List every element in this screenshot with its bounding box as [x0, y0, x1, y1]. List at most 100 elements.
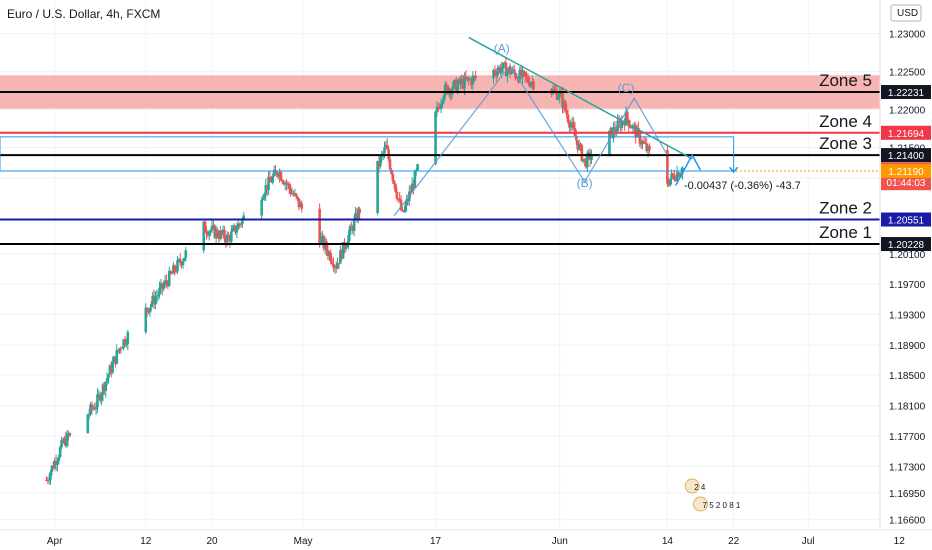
price-badge-countdown: 01:44:03: [887, 178, 926, 189]
candle-body: [101, 384, 105, 395]
candle-body: [158, 287, 161, 295]
candle-body: [263, 194, 266, 198]
candle-body: [161, 283, 164, 289]
event-flag-icon: [693, 496, 709, 512]
candle-body: [180, 262, 183, 266]
candle-body: [328, 252, 331, 257]
candle-body: [205, 231, 208, 234]
candle-body: [609, 127, 613, 131]
y-tick-label: 1.18900: [889, 341, 926, 352]
x-tick-label: Jul: [802, 536, 815, 547]
candle-body: [671, 173, 675, 176]
candle-body: [394, 183, 397, 192]
candle-body: [98, 394, 102, 401]
candle-body: [617, 120, 621, 122]
price-badge: [881, 212, 931, 227]
candle-body: [471, 76, 475, 85]
x-tick-label: 22: [728, 536, 740, 547]
candle-body: [568, 122, 571, 128]
candle-body: [209, 230, 212, 232]
price-badge-value: 1.21400: [888, 151, 925, 162]
event-markers[interactable]: 2 4 7 5 2 0 8 1: [684, 478, 741, 512]
candle-body: [443, 84, 447, 96]
candle-body: [384, 144, 388, 148]
candle-body: [49, 472, 52, 480]
zone-label: Zone 4: [819, 112, 872, 131]
candle-body: [675, 172, 679, 181]
candle-body: [347, 234, 350, 245]
candle-body: [634, 125, 637, 138]
candle-body: [63, 438, 66, 443]
candle-body: [183, 257, 186, 261]
wave-label: (C): [618, 81, 635, 95]
candle-body: [292, 193, 295, 196]
candle-body: [231, 227, 234, 232]
candle-body: [122, 339, 125, 348]
candle-body: [52, 465, 55, 469]
candle-body: [174, 271, 178, 273]
x-tick-label: Jun: [552, 536, 568, 547]
price-badge: [881, 164, 931, 179]
trendline: [468, 36, 693, 160]
candle-body: [461, 79, 465, 89]
candle-body: [202, 221, 206, 251]
candle-body: [632, 125, 636, 127]
candle-body: [628, 126, 632, 128]
candle-body: [169, 271, 172, 274]
candle-body: [148, 307, 152, 313]
candle-body: [566, 114, 570, 123]
candle-body: [230, 231, 233, 242]
candle-body: [216, 229, 219, 237]
y-tick-label: 1.23000: [889, 30, 926, 41]
candle-body: [223, 229, 226, 239]
candle-body: [213, 225, 217, 238]
candle-body: [214, 229, 218, 238]
candle-body: [115, 350, 119, 364]
price-axis[interactable]: 1.230001.225001.220001.215001.211001.201…: [879, 0, 932, 550]
candle-body: [644, 142, 647, 144]
candle-body: [565, 110, 568, 115]
candle-body: [228, 237, 232, 242]
candle-body: [453, 79, 457, 82]
candle-body: [297, 198, 301, 208]
candle-body: [403, 205, 407, 212]
candle-body: [326, 250, 330, 257]
candle-body: [376, 160, 379, 214]
candle-body: [526, 76, 530, 82]
candle-body: [145, 307, 149, 311]
y-tick-label: 1.17300: [889, 462, 926, 473]
candle-body: [515, 77, 519, 79]
candle-body: [57, 456, 61, 461]
candle-body: [165, 280, 168, 283]
symbol-title: Euro / U.S. Dollar, 4h, FXCM: [7, 7, 161, 21]
candle-body: [100, 394, 103, 401]
candle-body: [279, 172, 283, 181]
candle-body: [587, 152, 591, 154]
candle-body: [270, 180, 273, 183]
candle-body: [178, 259, 182, 263]
candle-body: [125, 343, 128, 345]
candle-body: [299, 203, 302, 208]
candle-body: [641, 141, 644, 145]
candle-body: [588, 152, 592, 160]
candle-body: [118, 348, 121, 352]
candle-body: [289, 188, 292, 194]
candle-body: [351, 226, 355, 231]
price-badge: [881, 85, 931, 100]
candle-body: [388, 159, 392, 170]
candle-body: [608, 130, 611, 157]
candle-body: [413, 171, 417, 188]
candle-body: [500, 68, 504, 73]
y-tick-label: 1.18100: [889, 402, 926, 413]
time-axis[interactable]: Apr 12 20 May 17 Jun 14 22 Jul 12: [0, 529, 932, 550]
candle-body: [267, 176, 270, 190]
candle-body: [494, 73, 498, 76]
candle-body: [441, 101, 444, 104]
candle-body: [457, 78, 461, 85]
candle-body: [275, 171, 279, 176]
candle-body: [344, 247, 348, 250]
candle-body: [575, 135, 578, 141]
candle-body: [569, 125, 573, 128]
candle-body: [508, 67, 512, 75]
